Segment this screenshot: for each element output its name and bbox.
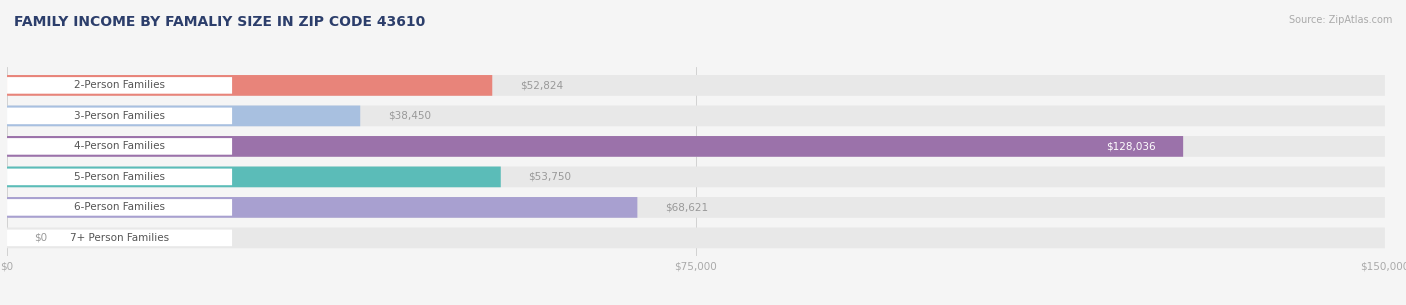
Text: 4-Person Families: 4-Person Families bbox=[75, 142, 165, 151]
FancyBboxPatch shape bbox=[7, 108, 232, 124]
FancyBboxPatch shape bbox=[7, 106, 1385, 126]
FancyBboxPatch shape bbox=[7, 167, 501, 187]
FancyBboxPatch shape bbox=[7, 230, 232, 246]
FancyBboxPatch shape bbox=[7, 228, 1385, 248]
Text: 7+ Person Families: 7+ Person Families bbox=[70, 233, 169, 243]
FancyBboxPatch shape bbox=[7, 106, 360, 126]
Text: FAMILY INCOME BY FAMALIY SIZE IN ZIP CODE 43610: FAMILY INCOME BY FAMALIY SIZE IN ZIP COD… bbox=[14, 15, 425, 29]
Text: 5-Person Families: 5-Person Families bbox=[75, 172, 165, 182]
Text: 2-Person Families: 2-Person Families bbox=[75, 81, 165, 90]
Text: $68,621: $68,621 bbox=[665, 203, 709, 212]
Text: $0: $0 bbox=[35, 233, 48, 243]
Text: $53,750: $53,750 bbox=[529, 172, 571, 182]
FancyBboxPatch shape bbox=[7, 199, 232, 216]
FancyBboxPatch shape bbox=[7, 75, 492, 96]
Text: 6-Person Families: 6-Person Families bbox=[75, 203, 165, 212]
FancyBboxPatch shape bbox=[7, 197, 637, 218]
Text: $128,036: $128,036 bbox=[1107, 142, 1156, 151]
Text: Source: ZipAtlas.com: Source: ZipAtlas.com bbox=[1288, 15, 1392, 25]
FancyBboxPatch shape bbox=[7, 136, 1385, 157]
FancyBboxPatch shape bbox=[7, 169, 232, 185]
FancyBboxPatch shape bbox=[7, 136, 1184, 157]
Text: 3-Person Families: 3-Person Families bbox=[75, 111, 165, 121]
FancyBboxPatch shape bbox=[7, 75, 1385, 96]
FancyBboxPatch shape bbox=[7, 138, 232, 155]
FancyBboxPatch shape bbox=[7, 167, 1385, 187]
FancyBboxPatch shape bbox=[7, 197, 1385, 218]
Text: $38,450: $38,450 bbox=[388, 111, 430, 121]
Text: $52,824: $52,824 bbox=[520, 81, 562, 90]
FancyBboxPatch shape bbox=[7, 77, 232, 94]
